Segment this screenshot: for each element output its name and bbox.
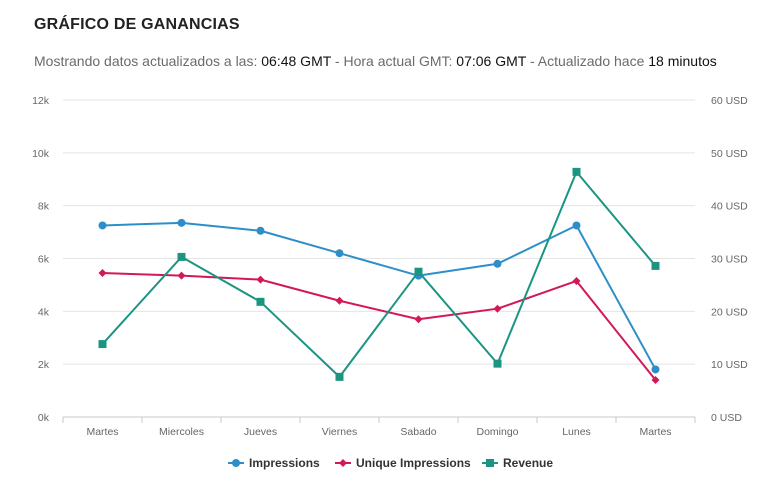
data-point[interactable] <box>651 261 660 270</box>
data-point[interactable] <box>256 275 265 284</box>
data-point[interactable] <box>572 167 581 176</box>
data-point[interactable] <box>177 271 186 280</box>
data-point[interactable] <box>572 276 581 285</box>
data-point[interactable] <box>414 315 423 324</box>
data-point[interactable] <box>651 376 660 385</box>
y-left-tick-label: 10k <box>32 148 50 160</box>
data-point[interactable] <box>98 221 107 230</box>
y-right-tick-label: 50 USD <box>711 148 748 160</box>
y-right-tick-label: 20 USD <box>711 306 748 318</box>
page-title: GRÁFICO DE GANANCIAS <box>34 16 240 33</box>
data-point[interactable] <box>335 296 344 305</box>
series-line <box>102 221 657 370</box>
x-tick-label: Martes <box>639 426 671 438</box>
x-tick-label: Martes <box>86 426 118 438</box>
legend-marker-icon[interactable] <box>339 459 347 467</box>
legend-marker-icon[interactable] <box>486 459 494 467</box>
updated-ago-label: - Actualizado hace <box>529 53 645 69</box>
y-left-tick-label: 4k <box>38 306 50 318</box>
data-point[interactable] <box>98 269 107 278</box>
data-point[interactable] <box>414 267 423 276</box>
x-tick-label: Viernes <box>322 426 357 438</box>
legend-item-label[interactable]: Unique Impressions <box>356 456 471 470</box>
data-time: 06:48 GMT <box>261 53 332 69</box>
data-point[interactable] <box>493 259 502 268</box>
y-right-tick-label: 40 USD <box>711 201 748 213</box>
y-left-tick-label: 0k <box>38 412 50 424</box>
data-point[interactable] <box>335 249 344 258</box>
y-right-tick-label: 30 USD <box>711 254 748 266</box>
x-tick-label: Domingo <box>476 426 518 438</box>
legend-item-label[interactable]: Revenue <box>503 456 553 470</box>
updated-ago: 18 minutos <box>648 53 717 69</box>
update-prefix: Mostrando datos actualizados a las: <box>34 53 258 69</box>
data-point[interactable] <box>572 221 581 230</box>
data-point[interactable] <box>335 372 344 381</box>
data-point[interactable] <box>177 218 186 227</box>
x-tick-label: Miercoles <box>159 426 204 438</box>
data-point[interactable] <box>651 365 660 374</box>
y-left-tick-label: 2k <box>38 359 50 371</box>
y-right-tick-label: 0 USD <box>711 412 742 424</box>
data-point[interactable] <box>493 359 502 368</box>
y-left-tick-label: 6k <box>38 254 50 266</box>
data-point[interactable] <box>256 226 265 235</box>
data-point[interactable] <box>177 252 186 261</box>
x-tick-label: Sabado <box>400 426 436 438</box>
data-point[interactable] <box>256 297 265 306</box>
current-time-label: - Hora actual GMT: <box>334 53 453 69</box>
x-tick-label: Jueves <box>244 426 277 438</box>
legend-marker-icon[interactable] <box>232 459 240 467</box>
series-line <box>102 272 657 381</box>
y-left-tick-label: 12k <box>32 95 50 107</box>
series-line <box>101 170 657 378</box>
x-tick-label: Lunes <box>562 426 591 438</box>
y-right-tick-label: 60 USD <box>711 95 748 107</box>
data-point[interactable] <box>493 304 502 313</box>
data-point[interactable] <box>98 340 107 349</box>
y-left-tick-label: 8k <box>38 201 50 213</box>
legend-item-label[interactable]: Impressions <box>249 456 320 470</box>
current-time: 07:06 GMT <box>456 53 527 69</box>
update-status-line: Mostrando datos actualizados a las: 06:4… <box>34 53 717 69</box>
y-right-tick-label: 10 USD <box>711 359 748 371</box>
